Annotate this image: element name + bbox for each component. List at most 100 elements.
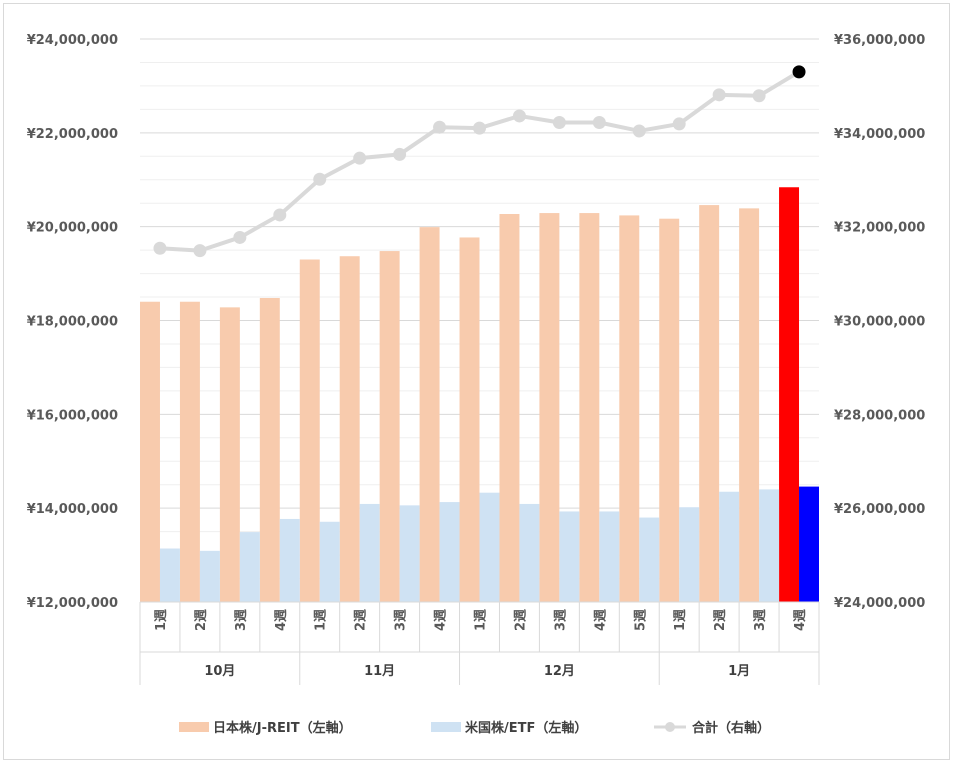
bar-us-stocks <box>799 486 819 602</box>
total-point <box>473 121 486 135</box>
bar-us-stocks <box>479 492 500 602</box>
y-left-tick-label: ¥16,000,000 <box>27 408 118 423</box>
week-label: 4週 <box>434 609 449 631</box>
bar-us-stocks <box>399 505 420 602</box>
bar-japan-stocks <box>259 297 280 602</box>
series-us-stocks <box>159 486 819 602</box>
bar-japan-stocks <box>219 307 240 602</box>
legend-label-total: 合計（右軸） <box>692 720 770 736</box>
bar-japan-stocks <box>419 227 440 602</box>
bar-japan-stocks <box>739 208 760 602</box>
chart-frame <box>3 3 950 760</box>
y-left-tick-label: ¥20,000,000 <box>27 221 118 236</box>
bar-us-stocks <box>519 503 540 602</box>
total-point <box>313 172 327 186</box>
week-label: 4週 <box>593 609 608 631</box>
bar-japan-stocks <box>699 205 720 602</box>
week-label: 2週 <box>354 609 369 631</box>
total-point <box>632 124 646 138</box>
y-axis-left-labels: ¥12,000,000 ¥14,000,000 ¥16,000,000 ¥18,000… <box>27 33 118 611</box>
y-left-tick-label: ¥22,000,000 <box>27 127 118 142</box>
legend: 日本株/J-REIT（左軸） 米国株/ETF（左軸） 合計（右軸） <box>179 720 770 736</box>
legend-swatch-us-stocks <box>431 722 461 732</box>
bar-japan-stocks <box>299 259 320 602</box>
x-axis-week-labels: 1週 2週 3週 4週 1週 2週 3週 4週 1週 2週 3週 4週 5週 1週 2週 3週 4週 <box>154 609 808 631</box>
bar-us-stocks <box>439 502 460 602</box>
y-right-tick-label: ¥26,000,000 <box>834 502 925 517</box>
total-point <box>752 89 766 103</box>
bar-us-stocks <box>719 491 740 602</box>
y-right-tick-label: ¥24,000,000 <box>834 596 925 611</box>
week-label: 3週 <box>753 609 768 631</box>
bar-japan-stocks <box>539 213 560 602</box>
bar-us-stocks <box>679 507 700 602</box>
total-point <box>353 151 367 165</box>
week-label: 2週 <box>194 609 209 631</box>
bar-us-stocks <box>159 548 180 602</box>
bar-japan-stocks <box>379 251 400 602</box>
bar-japan-stocks <box>339 256 360 602</box>
total-point <box>512 109 526 123</box>
bar-japan-stocks <box>140 301 160 602</box>
legend-label-us-stocks: 米国株/ETF（左軸） <box>465 720 587 736</box>
legend-label-japan-stocks: 日本株/J-REIT（左軸） <box>213 720 352 736</box>
legend-swatch-japan-stocks <box>179 722 209 732</box>
x-axis-month-labels: 10月 11月 12月 1月 <box>204 664 750 679</box>
week-label: 1週 <box>154 609 169 631</box>
bar-us-stocks <box>759 489 780 602</box>
week-label: 4週 <box>793 609 808 631</box>
axes <box>139 601 820 685</box>
week-label: 3週 <box>234 609 249 631</box>
week-label: 1週 <box>673 609 688 631</box>
legend-marker-total <box>665 722 675 732</box>
total-point <box>273 208 287 222</box>
y-right-tick-label: ¥28,000,000 <box>834 408 925 423</box>
bar-japan-stocks <box>659 218 680 602</box>
bar-us-stocks <box>279 518 300 602</box>
total-point <box>433 120 447 134</box>
y-right-tick-label: ¥34,000,000 <box>834 127 925 142</box>
week-label: 3週 <box>553 609 568 631</box>
total-point <box>233 230 247 244</box>
total-point <box>552 116 566 130</box>
total-point <box>712 88 726 102</box>
series-total <box>153 65 806 258</box>
month-label: 10月 <box>204 664 235 679</box>
y-left-tick-label: ¥18,000,000 <box>27 315 118 330</box>
bar-us-stocks <box>199 550 220 602</box>
total-point <box>393 147 407 161</box>
y-right-tick-label: ¥32,000,000 <box>834 221 925 236</box>
y-right-tick-label: ¥36,000,000 <box>834 33 925 48</box>
bar-japan-stocks <box>179 301 200 602</box>
bar-japan-stocks <box>499 213 520 603</box>
total-point <box>792 65 806 79</box>
week-label: 3週 <box>394 609 409 631</box>
bar-japan-stocks <box>779 187 800 603</box>
bar-us-stocks <box>599 511 620 602</box>
week-label: 4週 <box>274 609 289 631</box>
week-label: 1週 <box>474 609 489 631</box>
bar-us-stocks <box>319 521 340 602</box>
week-label: 1週 <box>314 609 329 631</box>
y-axis-right-labels: ¥24,000,000 ¥26,000,000 ¥28,000,000 ¥30,000… <box>834 33 925 611</box>
bar-us-stocks <box>639 517 660 602</box>
total-point <box>193 244 207 258</box>
week-label: 5週 <box>633 609 648 631</box>
bar-us-stocks <box>359 503 380 602</box>
month-label: 11月 <box>364 664 395 679</box>
bar-japan-stocks <box>459 237 480 602</box>
y-left-tick-label: ¥24,000,000 <box>27 33 118 48</box>
bar-japan-stocks <box>619 215 640 602</box>
month-label: 12月 <box>544 664 575 679</box>
y-right-tick-label: ¥30,000,000 <box>834 315 925 330</box>
bar-japan-stocks <box>579 213 600 602</box>
total-point <box>672 117 686 131</box>
week-label: 2週 <box>713 609 728 631</box>
y-left-tick-label: ¥14,000,000 <box>27 502 118 517</box>
total-point <box>153 241 167 255</box>
total-point <box>592 116 606 130</box>
series-japan-stocks <box>140 187 800 603</box>
bar-us-stocks <box>239 532 260 602</box>
week-label: 2週 <box>513 609 528 631</box>
